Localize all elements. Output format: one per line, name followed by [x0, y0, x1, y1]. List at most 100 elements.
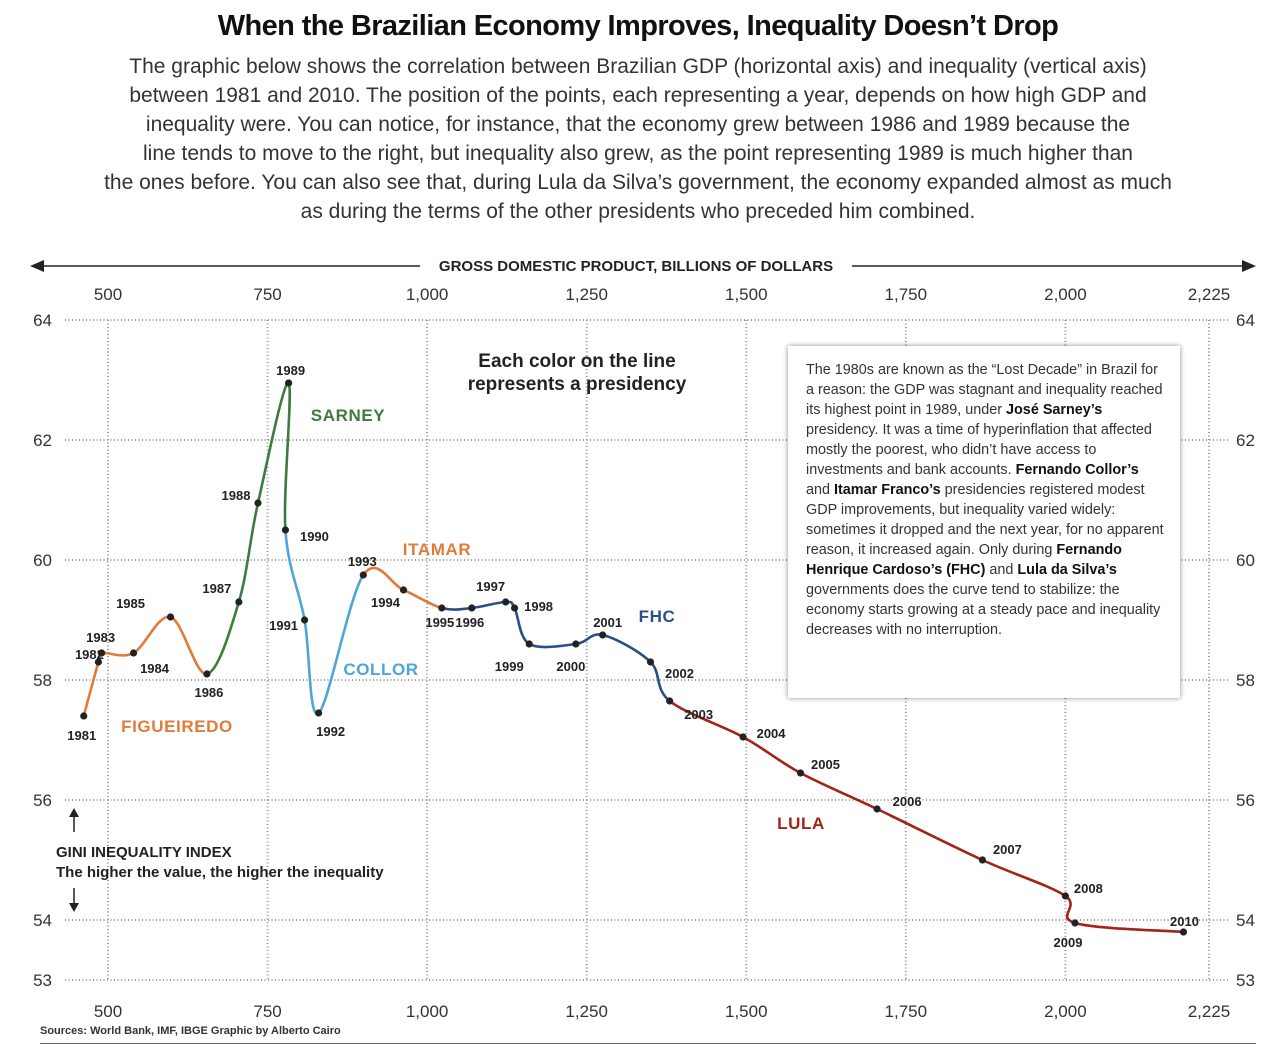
x-tick-label-bottom: 1,500: [725, 1002, 768, 1021]
arrow-down-icon: [69, 903, 79, 912]
year-point: [80, 712, 88, 720]
year-point: [525, 640, 533, 648]
year-label: 2001: [593, 615, 622, 630]
intro-text: The graphic below shows the correlation …: [40, 52, 1236, 226]
year-label: 1989: [276, 363, 305, 378]
year-point: [235, 598, 243, 606]
annotation-line: represents a presidency: [468, 374, 687, 395]
x-tick-label-bottom: 1,250: [565, 1002, 608, 1021]
year-label: 2000: [556, 659, 585, 674]
year-label: 2002: [665, 666, 694, 681]
gdp-gini-chart: GROSS DOMESTIC PRODUCT, BILLIONS OF DOLL…: [30, 258, 1256, 1021]
year-point: [399, 586, 408, 594]
x-tick-label-top: 1,750: [885, 285, 928, 304]
context-note-text: The 1980s are known as the “Lost Decade”…: [806, 362, 1164, 638]
y-tick-label-left: 62: [33, 431, 52, 450]
y-tick-label-left: 54: [33, 911, 52, 930]
x-tick-label-top: 500: [94, 285, 122, 304]
x-tick-label-bottom: 2,000: [1044, 1002, 1087, 1021]
year-label: 2005: [811, 757, 840, 772]
tick-labels: 500 500 750 750 1,000 1,000 1,250 1,250 1,500 1,5…: [33, 285, 1255, 1021]
year-label: 1996: [455, 615, 484, 630]
arrow-right-icon: [1242, 260, 1256, 272]
x-tick-label-bottom: 1,750: [885, 1002, 928, 1021]
year-label: 1998: [524, 599, 553, 614]
year-label: 1995: [425, 615, 454, 630]
year-point: [203, 670, 211, 678]
year-point: [599, 631, 607, 639]
x-tick-label-top: 2,000: [1044, 285, 1087, 304]
year-label: 1992: [316, 724, 345, 739]
year-label: 1982: [75, 647, 104, 662]
series-line-lula: [668, 699, 1185, 934]
year-point: [285, 379, 293, 387]
year-point: [94, 658, 103, 666]
y-tick-label-left: 64: [33, 311, 52, 330]
year-label: 1990: [300, 529, 329, 544]
year-label: 2006: [893, 794, 922, 809]
year-label: 1994: [371, 595, 401, 610]
x-tick-label-top: 2,225: [1188, 285, 1231, 304]
year-point: [315, 709, 323, 717]
year-label: 1993: [348, 554, 377, 569]
y-tick-label-left: 53: [33, 971, 52, 990]
x-tick-label-bottom: 1,000: [406, 1002, 449, 1021]
y-axis-sublabel: The higher the value, the higher the ine…: [56, 864, 384, 881]
year-label: 2008: [1074, 881, 1103, 896]
year-label: 1983: [86, 630, 115, 645]
x-tick-label-top: 750: [253, 285, 281, 304]
year-point: [739, 733, 747, 741]
chart-title: When the Brazilian Economy Improves, Ine…: [217, 10, 1059, 42]
intro-line: inequality were. You can notice, for ins…: [145, 113, 1131, 136]
year-label: 1999: [495, 659, 524, 674]
y-tick-label-right: 54: [1236, 911, 1255, 930]
x-tick-label-top: 1,000: [406, 285, 449, 304]
year-point: [502, 598, 510, 606]
y-tick-label-right: 56: [1236, 791, 1255, 810]
annotation: Each color on the line represents a pres…: [468, 351, 687, 395]
year-point: [166, 613, 175, 621]
year-label: 1984: [140, 661, 170, 676]
year-point: [978, 856, 987, 864]
year-point: [359, 571, 367, 579]
series-line-sarney: [205, 381, 292, 676]
year-point: [254, 499, 262, 507]
x-axis-label: GROSS DOMESTIC PRODUCT, BILLIONS OF DOLL…: [439, 258, 833, 275]
year-label: 1997: [476, 579, 505, 594]
year-label: 2004: [757, 726, 787, 741]
year-point: [300, 616, 309, 624]
grid-lines: [65, 319, 1228, 981]
x-tick-label-top: 1,500: [725, 285, 768, 304]
year-point: [468, 604, 476, 612]
year-label: 1985: [116, 596, 145, 611]
y-tick-label-right: 53: [1236, 971, 1255, 990]
x-tick-label-bottom: 750: [253, 1002, 281, 1021]
y-tick-label-right: 62: [1236, 431, 1255, 450]
year-label: 2003: [684, 707, 713, 722]
series-line-collor: [284, 528, 365, 715]
intro-line: between 1981 and 2010. The position of t…: [129, 84, 1147, 107]
year-point: [572, 640, 580, 648]
y-tick-label-right: 60: [1236, 551, 1255, 570]
presidency-label-itamar: ITAMAR: [403, 540, 471, 559]
presidency-label-lula: LULA: [777, 814, 825, 833]
presidency-label-sarney: SARNEY: [311, 406, 386, 425]
y-axis-label: GINI INEQUALITY INDEX: [56, 844, 232, 861]
y-tick-label-right: 58: [1236, 671, 1255, 690]
presidency-label-figueiredo: FIGUEIREDO: [121, 717, 233, 736]
year-label: 2010: [1170, 914, 1199, 929]
year-point: [796, 769, 805, 777]
year-labels: 1981 1982 1983 1984 1985 1986 1987 1988 1989 1990…: [67, 363, 1199, 950]
intro-line: line tends to move to the right, but ine…: [143, 142, 1133, 165]
intro-line: The graphic below shows the correlation …: [129, 55, 1147, 78]
year-label: 1988: [222, 488, 251, 503]
year-label: 1991: [269, 618, 298, 633]
year-label: 1987: [202, 581, 231, 596]
x-tick-label-bottom: 500: [94, 1002, 122, 1021]
arrow-up-icon: [69, 808, 79, 817]
year-point: [1071, 919, 1079, 927]
year-point: [281, 526, 290, 534]
year-point: [1061, 892, 1069, 900]
year-label: 2007: [993, 842, 1022, 857]
intro-line: as during the terms of the other preside…: [300, 200, 976, 223]
